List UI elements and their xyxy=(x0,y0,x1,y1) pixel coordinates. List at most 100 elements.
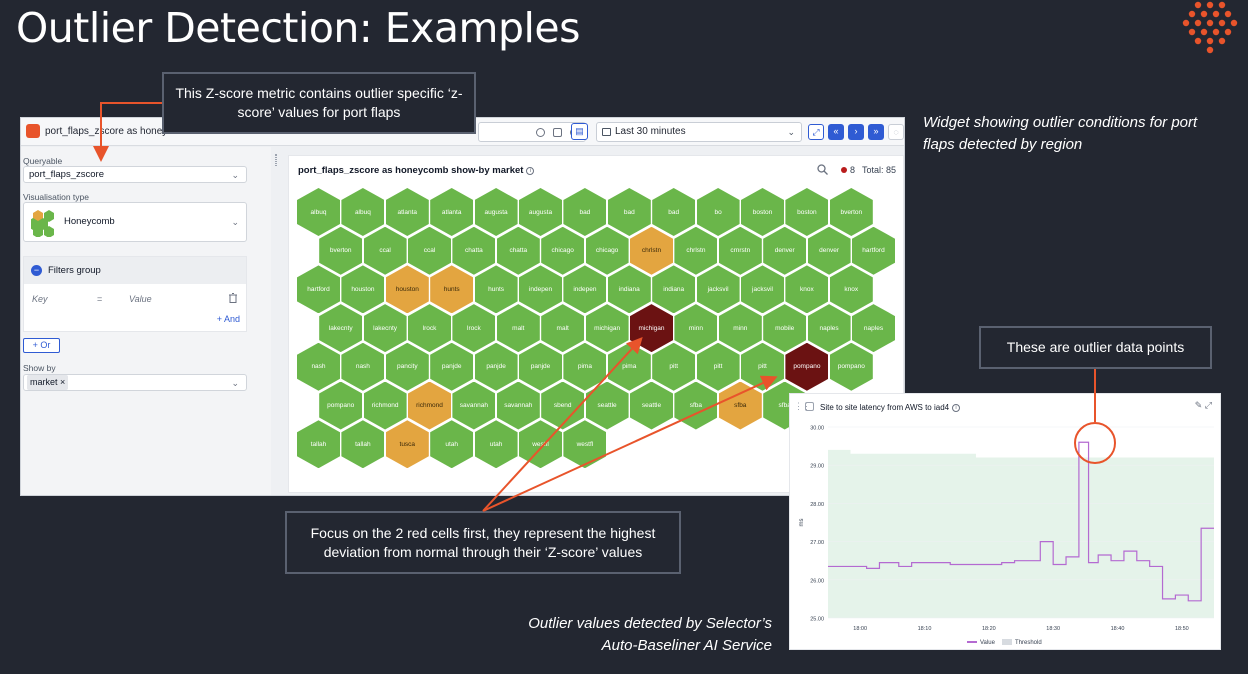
honeycomb-cell-sbend[interactable]: sbend xyxy=(541,381,585,430)
honeycomb-cell-lakecnty[interactable]: lakecnty xyxy=(363,304,407,353)
honeycomb-cell-richmond[interactable]: richmond xyxy=(363,381,407,430)
honeycomb-cell-seattle[interactable]: seattle xyxy=(585,381,629,430)
honeycomb-cell-panjde[interactable]: panjde xyxy=(430,342,474,391)
honeycomb-cell-ccal[interactable]: ccal xyxy=(363,226,407,275)
honeycomb-cell-bo[interactable]: bo xyxy=(696,188,740,236)
search-icon[interactable] xyxy=(817,164,828,175)
honeycomb-cell-nash[interactable]: nash xyxy=(341,342,385,391)
expand-button[interactable]: ⤢ xyxy=(808,124,824,140)
honeycomb-cell-jacksvil[interactable]: jacksvil xyxy=(696,265,740,314)
honeycomb-cell-sfba[interactable]: sfba xyxy=(674,381,718,430)
honeycomb-cell-malt[interactable]: malt xyxy=(496,304,540,353)
honeycomb-cell-panjde[interactable]: panjde xyxy=(474,342,518,391)
honeycomb-cell-atlanta[interactable]: atlanta xyxy=(385,188,429,236)
drag-handle-icon[interactable]: ⋮⋮ xyxy=(794,401,811,411)
query-input[interactable] xyxy=(478,122,586,142)
honeycomb-cell-bad[interactable]: bad xyxy=(607,188,651,236)
honeycomb-cell-nash[interactable]: nash xyxy=(297,342,340,391)
honeycomb-cell-knox[interactable]: knox xyxy=(829,265,873,314)
fast-forward-button[interactable]: » xyxy=(868,124,884,140)
honeycomb-cell-hunts[interactable]: hunts xyxy=(430,265,474,314)
honeycomb-cell-pima[interactable]: pima xyxy=(563,342,607,391)
honeycomb-cell-hartford[interactable]: hartford xyxy=(852,226,895,275)
honeycomb-cell-chicago[interactable]: chicago xyxy=(585,226,629,275)
trash-icon[interactable] xyxy=(229,293,237,303)
info-icon[interactable]: i xyxy=(952,404,961,412)
honeycomb-cell-minn[interactable]: minn xyxy=(718,304,762,353)
honeycomb-cell-westfl[interactable]: westfl xyxy=(563,420,607,469)
add-or-button[interactable]: + Or xyxy=(23,338,60,353)
honeycomb-cell-bverton[interactable]: bverton xyxy=(319,226,363,275)
honeycomb-cell-naples[interactable]: naples xyxy=(852,304,895,353)
honeycomb-cell-minn[interactable]: minn xyxy=(674,304,718,353)
query-tab[interactable]: port_flaps_zscore as honeycomb xyxy=(45,126,175,137)
queryable-select[interactable]: port_flaps_zscore ⌄ xyxy=(23,166,247,183)
select-checkbox[interactable] xyxy=(805,402,814,411)
honeycomb-cell-tusca[interactable]: tusca xyxy=(385,420,429,469)
honeycomb-cell-lrock[interactable]: lrock xyxy=(408,304,451,353)
honeycomb-cell-hartford[interactable]: hartford xyxy=(297,265,340,314)
visualisation-select[interactable]: Honeycomb ⌄ xyxy=(23,202,247,242)
honeycomb-cell-augusta[interactable]: augusta xyxy=(519,188,562,236)
honeycomb-cell-indiana[interactable]: indiana xyxy=(607,265,651,314)
honeycomb-cell-bad[interactable]: bad xyxy=(652,188,696,236)
honeycomb-cell-pompano[interactable]: pompano xyxy=(829,342,873,391)
honeycomb-cell-ccal[interactable]: ccal xyxy=(408,226,451,275)
honeycomb-cell-tallah[interactable]: tallah xyxy=(341,420,385,469)
add-and-button[interactable]: + And xyxy=(216,314,240,324)
honeycomb-cell-michigan[interactable]: michigan xyxy=(585,304,629,353)
edit-icon[interactable]: ✎ xyxy=(1194,400,1203,410)
clear-icon[interactable] xyxy=(536,128,545,137)
honeycomb-cell-chatta[interactable]: chatta xyxy=(496,226,540,275)
play-button[interactable]: › xyxy=(848,124,864,140)
honeycomb-cell-denver[interactable]: denver xyxy=(763,226,807,275)
filter-key-input[interactable]: Key xyxy=(32,294,48,304)
legend-value-label[interactable]: Value xyxy=(980,640,996,646)
expand-icon[interactable]: ⤢ xyxy=(1204,400,1212,410)
honeycomb-cell-naples[interactable]: naples xyxy=(807,304,851,353)
honeycomb-cell-albuq[interactable]: albuq xyxy=(297,188,340,236)
honeycomb-cell-bad[interactable]: bad xyxy=(563,188,607,236)
honeycomb-cell-knox[interactable]: knox xyxy=(785,265,829,314)
honeycomb-cell-hunts[interactable]: hunts xyxy=(474,265,518,314)
honeycomb-cell-tallah[interactable]: tallah xyxy=(297,420,340,469)
honeycomb-cell-houston[interactable]: houston xyxy=(385,265,429,314)
honeycomb-cell-chicago[interactable]: chicago xyxy=(541,226,585,275)
honeycomb-cell-utah[interactable]: utah xyxy=(474,420,518,469)
honeycomb-cell-savannah[interactable]: savannah xyxy=(452,381,496,430)
chat-icon[interactable]: ▤ xyxy=(571,123,588,140)
honeycomb-cell-albuq[interactable]: albuq xyxy=(341,188,385,236)
honeycomb-cell-malt[interactable]: malt xyxy=(541,304,585,353)
honeycomb-cell-indiana[interactable]: indiana xyxy=(652,265,696,314)
honeycomb-cell-chrlstn[interactable]: chrlstn xyxy=(674,226,718,275)
honeycomb-cell-jacksvil[interactable]: jacksvil xyxy=(741,265,784,314)
honeycomb-cell-pompano[interactable]: pompano xyxy=(785,342,829,391)
honeycomb-cell-pompano[interactable]: pompano xyxy=(319,381,363,430)
honeycomb-cell-chrlstn[interactable]: chrlstn xyxy=(630,226,673,275)
refresh-button[interactable]: ◌ xyxy=(888,124,904,140)
honeycomb-cell-pancity[interactable]: pancity xyxy=(385,342,429,391)
time-range-select[interactable]: Last 30 minutes ⌄ xyxy=(596,122,802,142)
honeycomb-cell-pitt[interactable]: pitt xyxy=(652,342,696,391)
honeycomb-cell-atlanta[interactable]: atlanta xyxy=(430,188,474,236)
honeycomb-cell-sfba[interactable]: sfba xyxy=(718,381,762,430)
honeycomb-cell-denver[interactable]: denver xyxy=(807,226,851,275)
honeycomb-cell-pima[interactable]: pima xyxy=(607,342,651,391)
honeycomb-cell-westfl[interactable]: westfl xyxy=(519,420,562,469)
honeycomb-cell-lakecnty[interactable]: lakecnty xyxy=(319,304,363,353)
honeycomb-cell-pitt[interactable]: pitt xyxy=(741,342,784,391)
honeycomb-cell-mobile[interactable]: mobile xyxy=(763,304,807,353)
honeycomb-cell-boston[interactable]: boston xyxy=(785,188,829,236)
honeycomb-cell-indepen[interactable]: indepen xyxy=(563,265,607,314)
honeycomb-cell-pitt[interactable]: pitt xyxy=(696,342,740,391)
rewind-button[interactable]: « xyxy=(828,124,844,140)
honeycomb-cell-utah[interactable]: utah xyxy=(430,420,474,469)
legend-threshold-label[interactable]: Threshold xyxy=(1015,640,1042,646)
filter-operator[interactable]: = xyxy=(97,294,103,304)
honeycomb-cell-panjde[interactable]: panjde xyxy=(519,342,562,391)
show-by-chip[interactable]: market × xyxy=(27,375,69,390)
honeycomb-cell-lrock[interactable]: lrock xyxy=(452,304,496,353)
show-by-select[interactable]: market × ⌄ xyxy=(23,374,247,391)
panel-resize-handle[interactable] xyxy=(275,154,277,166)
honeycomb-cell-bverton[interactable]: bverton xyxy=(829,188,873,236)
